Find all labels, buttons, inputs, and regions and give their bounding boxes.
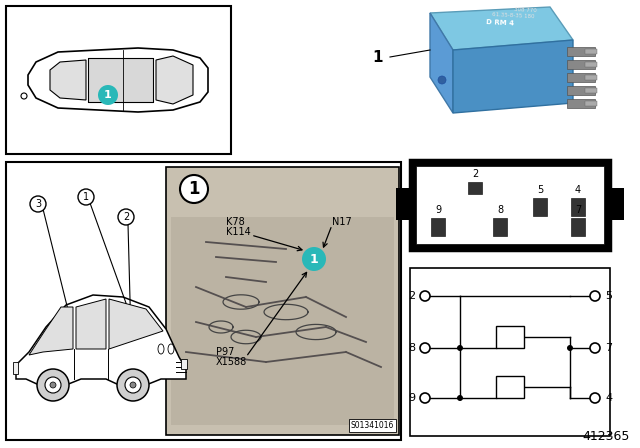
Bar: [533, 198, 547, 216]
Polygon shape: [109, 299, 163, 349]
Bar: [166, 167, 399, 435]
Text: 1: 1: [83, 192, 89, 202]
Text: 1: 1: [372, 49, 383, 65]
Bar: [571, 218, 585, 236]
Text: 308 770: 308 770: [513, 7, 536, 13]
Polygon shape: [156, 56, 193, 104]
Text: 9: 9: [435, 205, 441, 215]
Ellipse shape: [168, 344, 174, 354]
Text: 2: 2: [123, 212, 129, 222]
Polygon shape: [88, 58, 153, 102]
Polygon shape: [430, 7, 573, 50]
Text: 1: 1: [188, 180, 200, 198]
Circle shape: [457, 345, 463, 351]
Text: 7: 7: [575, 205, 581, 215]
Text: P97: P97: [216, 347, 234, 357]
Polygon shape: [29, 307, 73, 355]
Bar: [6, 162, 401, 440]
Bar: [571, 198, 585, 216]
Bar: [567, 86, 595, 95]
Bar: [585, 101, 597, 106]
Text: 9: 9: [408, 393, 415, 403]
Bar: [585, 88, 597, 93]
Polygon shape: [16, 295, 186, 385]
Text: 61.35-8-35 180: 61.35-8-35 180: [492, 13, 534, 20]
Bar: [181, 359, 187, 369]
Bar: [6, 6, 231, 154]
Polygon shape: [453, 40, 573, 113]
Text: S01341016: S01341016: [351, 421, 394, 430]
Circle shape: [180, 175, 208, 203]
Text: K114: K114: [226, 227, 251, 237]
Bar: [567, 73, 595, 82]
Circle shape: [420, 343, 430, 353]
Circle shape: [130, 382, 136, 388]
Bar: [410, 160, 610, 250]
Bar: [493, 218, 507, 236]
Text: 8: 8: [497, 205, 503, 215]
Bar: [171, 217, 394, 425]
Text: D RM 4: D RM 4: [486, 19, 514, 27]
Bar: [585, 62, 597, 67]
Circle shape: [567, 345, 573, 351]
Circle shape: [30, 196, 46, 212]
Polygon shape: [76, 299, 106, 349]
Bar: [496, 376, 524, 398]
Text: 4: 4: [575, 185, 581, 195]
Bar: [416, 166, 604, 244]
Text: X1588: X1588: [216, 357, 247, 367]
Bar: [567, 99, 595, 108]
Bar: [567, 60, 595, 69]
Bar: [610, 188, 624, 220]
Circle shape: [118, 209, 134, 225]
Circle shape: [420, 393, 430, 403]
Text: 8: 8: [408, 343, 415, 353]
Bar: [468, 182, 482, 194]
Text: 2: 2: [472, 169, 478, 179]
Bar: [13, 362, 18, 374]
Circle shape: [420, 291, 430, 301]
Polygon shape: [28, 48, 208, 112]
Circle shape: [37, 369, 69, 401]
Text: 3: 3: [35, 199, 41, 209]
Bar: [585, 75, 597, 80]
Text: 1: 1: [310, 253, 318, 266]
Circle shape: [590, 343, 600, 353]
Circle shape: [125, 377, 141, 393]
Circle shape: [438, 76, 446, 84]
Text: 7: 7: [605, 343, 612, 353]
Bar: [410, 268, 610, 436]
Text: 5: 5: [605, 291, 612, 301]
Ellipse shape: [158, 344, 164, 354]
Text: N17: N17: [332, 217, 352, 227]
Text: K78: K78: [226, 217, 244, 227]
Text: 412365: 412365: [582, 430, 630, 443]
Circle shape: [21, 93, 27, 99]
Text: 2: 2: [408, 291, 415, 301]
Bar: [585, 49, 597, 54]
Circle shape: [590, 291, 600, 301]
Polygon shape: [50, 60, 86, 100]
Bar: [496, 326, 524, 348]
Bar: [567, 47, 595, 56]
Circle shape: [590, 393, 600, 403]
Circle shape: [78, 189, 94, 205]
Circle shape: [302, 247, 326, 271]
Text: 4: 4: [605, 393, 612, 403]
Circle shape: [50, 382, 56, 388]
Text: 5: 5: [537, 185, 543, 195]
Bar: [396, 188, 410, 220]
Polygon shape: [430, 13, 453, 113]
Circle shape: [117, 369, 149, 401]
Bar: [431, 218, 445, 236]
Circle shape: [457, 395, 463, 401]
Circle shape: [98, 85, 118, 105]
Circle shape: [45, 377, 61, 393]
Text: 1: 1: [104, 90, 112, 100]
